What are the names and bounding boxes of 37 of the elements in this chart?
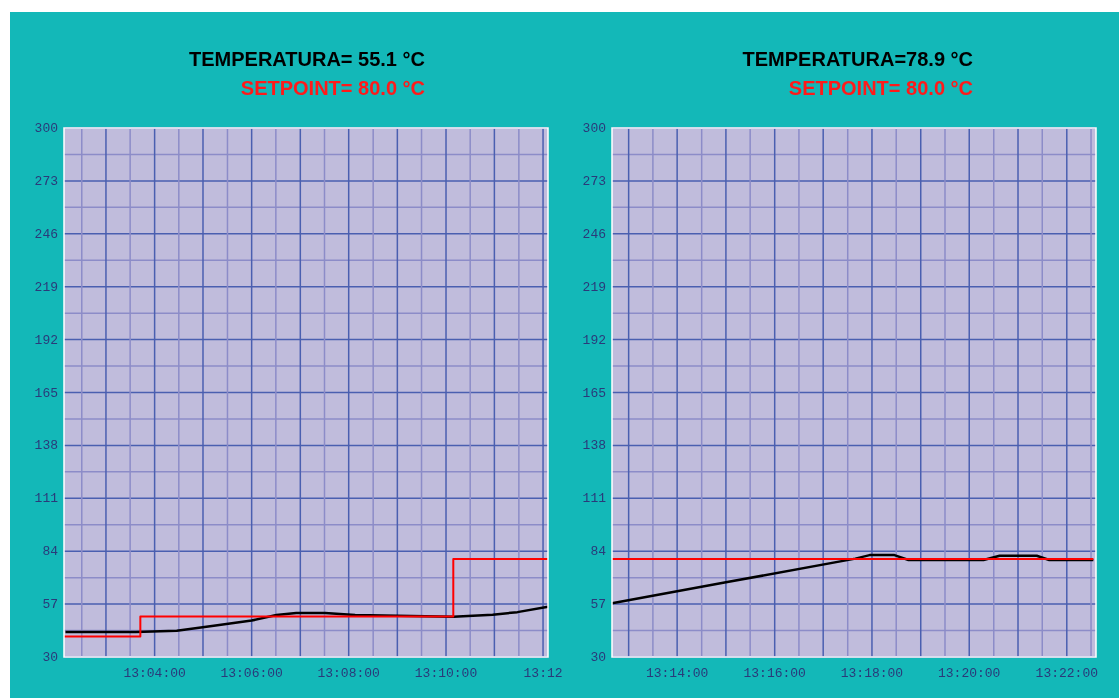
x-tick-label: 13:04:00	[123, 666, 186, 681]
y-tick-label: 30	[590, 650, 606, 665]
y-tick-label: 111	[582, 491, 607, 507]
x-tick-label: 13:22:00	[1035, 666, 1098, 681]
y-tick-label: 192	[582, 332, 606, 348]
y-tick-label: 300	[582, 121, 606, 136]
y-tick-label: 219	[582, 279, 606, 295]
y-tick-label: 300	[34, 121, 58, 136]
y-tick-label: 57	[590, 597, 606, 613]
x-tick-label: 13:06:00	[220, 666, 283, 681]
chart-title: TEMPERATURA=78.9 °C	[742, 48, 973, 70]
y-tick-label: 192	[34, 332, 58, 348]
x-tick-label: 13:10:00	[414, 666, 478, 681]
x-tick-label: 13:18:00	[840, 666, 904, 681]
y-tick-label: 138	[34, 438, 58, 454]
chart-title: TEMPERATURA= 55.1 °C	[188, 48, 425, 70]
y-tick-label: 246	[582, 226, 606, 242]
chart-subtitle: SETPOINT= 80.0 °C	[788, 77, 973, 99]
line-series	[610, 553, 1095, 605]
y-tick-label: 84	[590, 544, 607, 560]
x-tick-label: 13:16:00	[743, 666, 806, 681]
x-tick-label: 13:20:00	[938, 666, 1001, 681]
x-tick-label: 13:08:00	[317, 666, 380, 681]
y-tick-label: 273	[34, 173, 58, 189]
y-tick-label: 165	[34, 385, 58, 401]
y-tick-label: 165	[582, 385, 606, 401]
y-tick-label: 111	[34, 491, 59, 507]
y-tick-label: 84	[42, 544, 59, 560]
x-tick-label: 13:12	[523, 666, 563, 681]
y-tick-label: 138	[582, 438, 606, 454]
y-tick-label: 30	[42, 650, 58, 665]
x-tick-label: 13:14:00	[645, 666, 709, 681]
y-tick-label: 273	[582, 173, 606, 189]
y-tick-label: 57	[42, 597, 58, 613]
chart-subtitle: SETPOINT= 80.0 °C	[240, 77, 425, 99]
y-tick-label: 246	[34, 226, 58, 242]
y-tick-label: 219	[34, 279, 58, 295]
